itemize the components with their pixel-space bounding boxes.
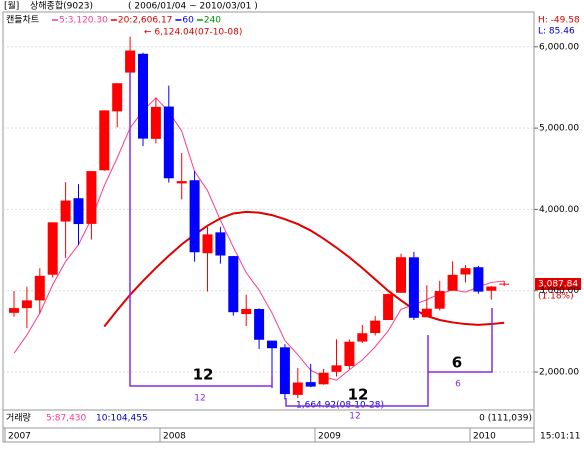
candle-body bbox=[47, 222, 58, 275]
index-name: 상해종합(9023) bbox=[30, 1, 93, 12]
legend-label: 240 bbox=[204, 16, 221, 26]
candle-body bbox=[383, 294, 394, 320]
cycle-count: 12 bbox=[193, 366, 214, 384]
y-tick-label: 3,000.00 bbox=[539, 286, 579, 296]
cycle-bracket bbox=[129, 72, 273, 387]
candle-body bbox=[318, 372, 329, 385]
x-tick-label: 2008 bbox=[163, 432, 186, 442]
candle-body bbox=[279, 347, 290, 395]
candle-body bbox=[21, 300, 32, 309]
legend-label: 60 bbox=[182, 16, 194, 26]
candle-body bbox=[202, 234, 213, 254]
candle-body bbox=[267, 340, 277, 349]
candle-body bbox=[99, 110, 110, 171]
legend-label: 20:2,606.17 bbox=[118, 16, 173, 26]
x-tick-label: 2007 bbox=[8, 432, 31, 442]
ma-line bbox=[103, 210, 505, 328]
candle-body bbox=[163, 106, 174, 179]
period: [월] bbox=[4, 0, 19, 12]
candle-body bbox=[447, 274, 458, 291]
date-range: ( 2006/01/04 ~ 2010/03/01 ) bbox=[128, 2, 258, 12]
legend-title: 캔들차트 bbox=[6, 14, 39, 26]
candle-body bbox=[486, 286, 497, 291]
legend-label: 5:3,120.30 bbox=[59, 16, 108, 26]
candle-body bbox=[176, 181, 187, 184]
candle-body bbox=[396, 257, 406, 293]
candle-body bbox=[344, 341, 355, 367]
cycle-count-small: 12 bbox=[349, 412, 360, 422]
y-tick-label: 2,000.00 bbox=[539, 368, 579, 378]
candle-body bbox=[150, 106, 161, 139]
cycle-count-small: 6 bbox=[455, 380, 461, 390]
cycle-count: 6 bbox=[452, 354, 462, 372]
candle-body bbox=[138, 53, 148, 139]
volume-scale: 0 (111,039) bbox=[479, 414, 532, 424]
candle-body bbox=[434, 291, 445, 309]
candle-body bbox=[215, 232, 226, 256]
cycle-bracket bbox=[285, 335, 429, 407]
candle-body bbox=[331, 365, 342, 372]
candle-body bbox=[9, 308, 19, 313]
x-tick-label: 2010 bbox=[473, 432, 496, 442]
candle-body bbox=[73, 198, 84, 225]
y-tick-label: 4,000.00 bbox=[539, 205, 579, 215]
l-label: L: 85.46 bbox=[538, 27, 575, 37]
candle-body bbox=[370, 320, 381, 334]
y-tick-label: 5,000.00 bbox=[539, 124, 579, 134]
candle-body bbox=[408, 257, 419, 318]
candle-body bbox=[86, 171, 97, 224]
y-tick-label: 6,000.00 bbox=[539, 42, 579, 52]
candle-body bbox=[254, 309, 265, 340]
high-note: ← 6,124.04(07-10-08) bbox=[144, 28, 242, 38]
last-price: 3,087.84 bbox=[538, 280, 578, 290]
x-axis-frame bbox=[2, 427, 535, 443]
volume-title: 거래량 bbox=[6, 412, 31, 424]
candle-body bbox=[125, 50, 136, 73]
cycle-count: 12 bbox=[348, 386, 369, 404]
candle-body bbox=[421, 308, 432, 318]
h-label: H: -49.58 bbox=[538, 16, 580, 26]
x-tick-label: 2009 bbox=[318, 432, 341, 442]
volume-ma5: 5:87,430 bbox=[46, 414, 87, 424]
last-price-box bbox=[535, 278, 581, 290]
cycle-bracket bbox=[428, 308, 493, 373]
candle-body bbox=[292, 382, 303, 395]
candle-body bbox=[460, 268, 471, 275]
time: 15:01:11 bbox=[540, 432, 580, 442]
last-change: (1.18%) bbox=[538, 292, 574, 302]
volume-ma10: 10:104,455 bbox=[96, 414, 148, 424]
candle-body bbox=[112, 83, 123, 112]
candle-body bbox=[60, 200, 71, 222]
candle-body bbox=[189, 180, 200, 253]
cycle-count-small: 12 bbox=[194, 394, 205, 404]
candle-body bbox=[357, 333, 368, 342]
candle-body bbox=[499, 283, 510, 285]
candle-body bbox=[228, 256, 239, 313]
candle-body bbox=[241, 308, 252, 315]
candle-body bbox=[305, 382, 316, 387]
candle-body bbox=[34, 275, 45, 301]
candle-body bbox=[473, 267, 484, 292]
